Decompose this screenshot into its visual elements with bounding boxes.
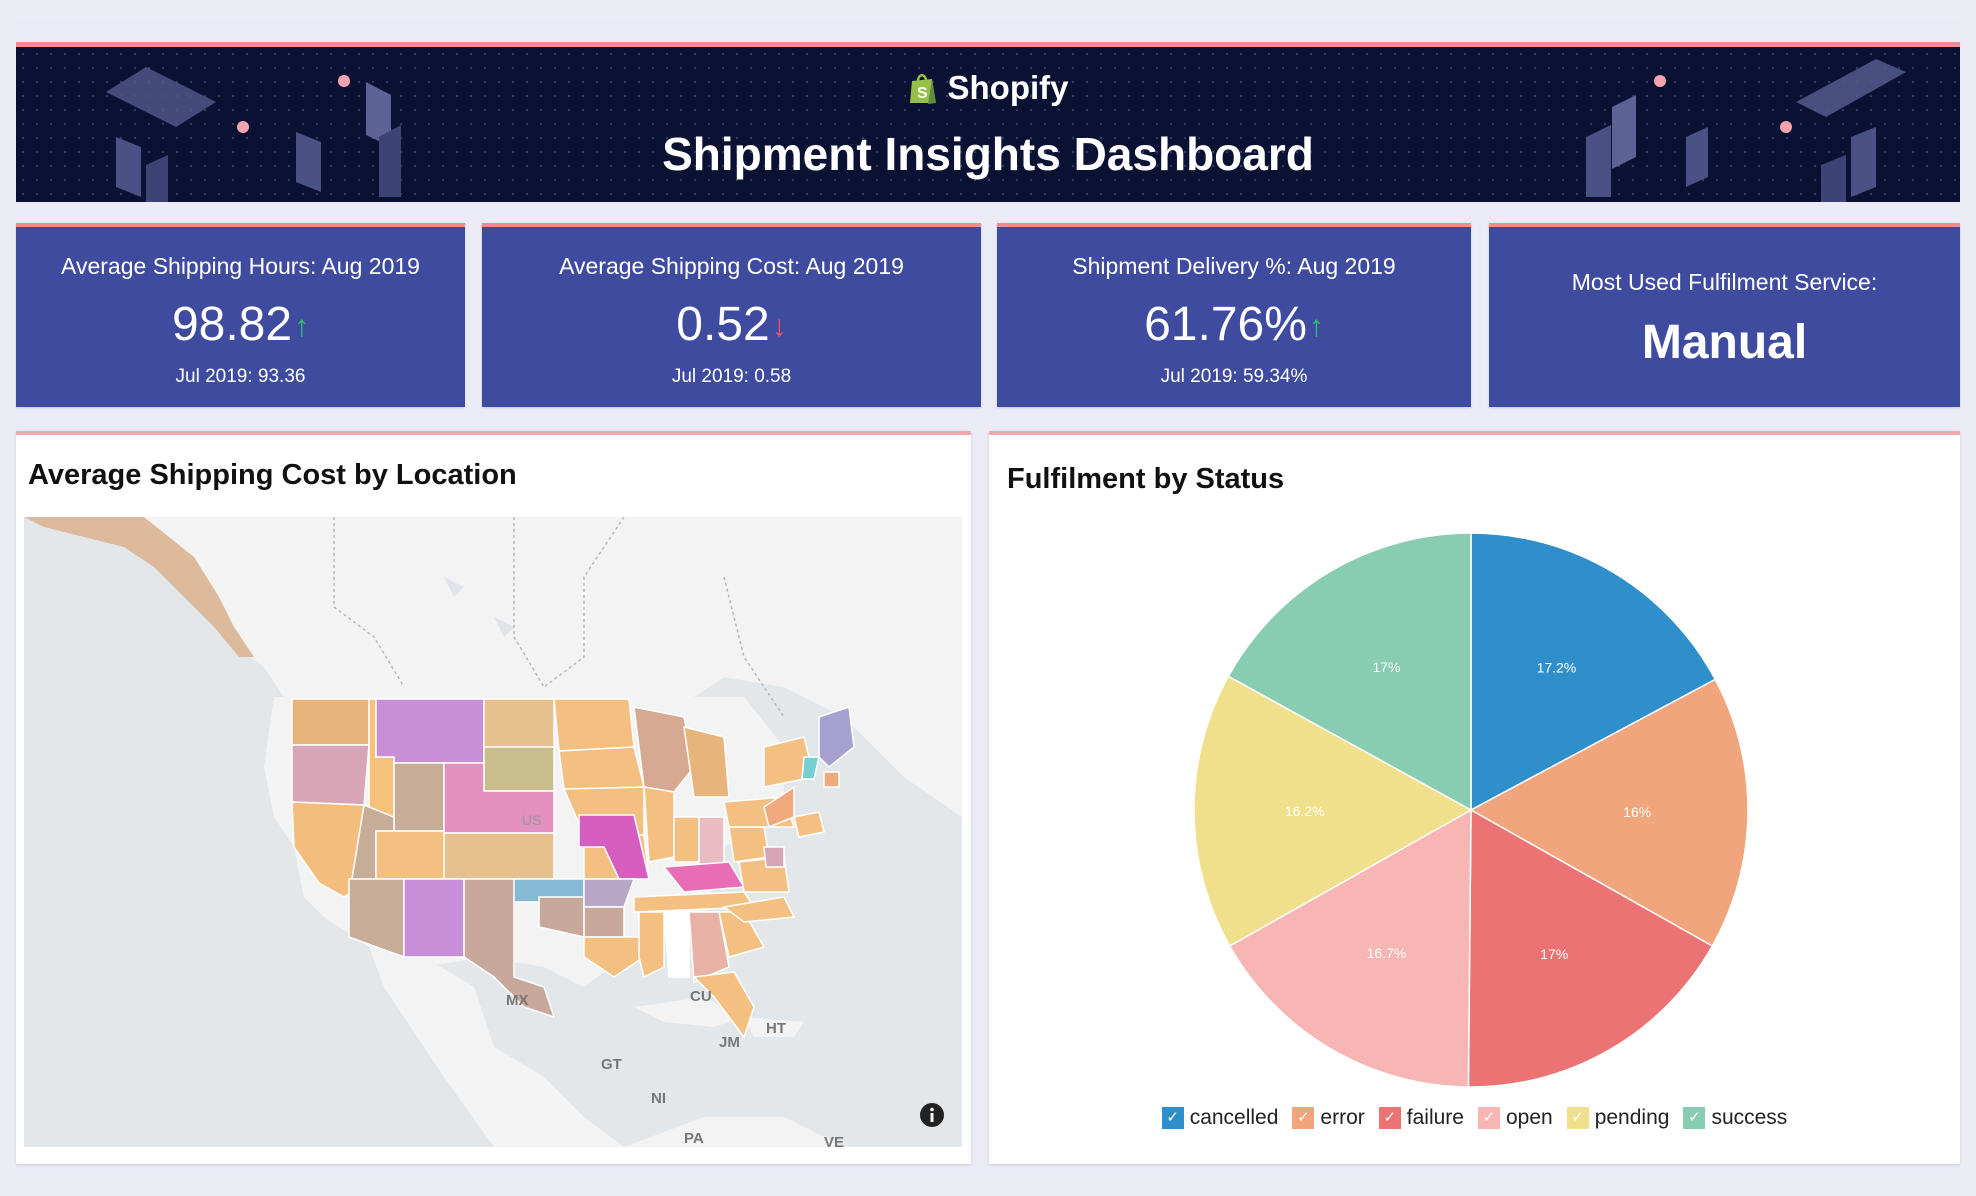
pie-panel: Fulfilment by Status 17.2% 16% 17% 16.7% 16.… [989,431,1960,1164]
kpi-label: Average Shipping Hours: Aug 2019 [61,253,420,279]
kpi-value-line: 98.82↑ [16,297,465,352]
kpi-previous: Jul 2019: 59.34% [1160,366,1308,387]
dashboard-header: S Shopify Shipment Insights Dashboard [16,42,1960,202]
pie-slice-label: 16% [1623,804,1651,820]
legend-item-cancelled[interactable]: ✓ cancelled [1161,1106,1279,1130]
map-label-cu: CU [690,988,712,1005]
trend-up-icon: ↑ [1308,310,1324,344]
legend-item-pending[interactable]: ✓ pending [1566,1106,1670,1130]
legend-item-success[interactable]: ✓ success [1683,1106,1787,1130]
pie-slice-success[interactable] [1227,532,1472,812]
panel-title: Average Shipping Cost by Location [28,459,517,491]
trend-down-icon: ↓ [771,310,787,344]
trend-up-icon: ↑ [294,310,310,344]
legend-item-open[interactable]: ✓ open [1477,1106,1553,1130]
kpi-value: 0.52 [676,298,770,351]
checkbox-icon: ✓ [1292,1107,1315,1129]
map-label-ht: HT [766,1020,786,1037]
checkbox-icon: ✓ [1161,1107,1184,1129]
pie-slice-label: 16.7% [1367,945,1407,961]
map-label-mx: MX [506,992,529,1009]
pie-slice-label: 17% [1540,946,1568,962]
map-label-jm: JM [719,1034,740,1051]
left-decoration [106,67,401,202]
kpi-card-shipping-cost: Average Shipping Cost: Aug 2019 0.52↓ Ju… [482,223,981,407]
kpi-previous: Jul 2019: 0.58 [671,366,792,387]
shopify-bag-icon: S [909,74,936,104]
map-canvas: US MX CU JM HT GT NI PA VE [24,517,962,1147]
pie-slice-label: 17.2% [1537,659,1577,675]
brand-name: Shopify [947,69,1069,106]
legend-label: error [1320,1106,1365,1129]
pie-slice-failure[interactable] [1467,808,1714,1088]
chart-legend: ✓ cancelled ✓ error ✓ failure ✓ open ✓ pending ✓ su… [989,1106,1960,1130]
kpi-value-line: 0.52↓ [482,297,981,352]
kpi-value: Manual [1641,316,1808,369]
pie-slice-pending[interactable] [1193,675,1473,948]
legend-item-error[interactable]: ✓ error [1292,1106,1365,1130]
panel-title: Fulfilment by Status [1007,463,1285,495]
right-decoration [1586,59,1906,202]
checkbox-icon: ✓ [1378,1107,1401,1129]
legend-label: cancelled [1189,1106,1279,1129]
checkbox-icon: ✓ [1683,1107,1706,1129]
pie-slice-label: 17% [1372,659,1400,675]
kpi-label: Most Used Fulfilment Service: [1571,269,1878,295]
kpi-value-line: 61.76%↑ [997,297,1471,352]
kpi-label: Average Shipping Cost: Aug 2019 [559,253,904,279]
legend-item-failure[interactable]: ✓ failure [1378,1106,1464,1130]
pie-slice-error[interactable] [1469,678,1749,948]
map-label-pa: PA [684,1130,704,1147]
pie-slice-label: 16.2% [1285,803,1325,819]
checkbox-icon: ✓ [1566,1107,1589,1129]
pie-slice-cancelled[interactable] [1470,532,1717,812]
kpi-label: Shipment Delivery %: Aug 2019 [1072,253,1396,279]
legend-label: failure [1406,1106,1464,1129]
map-label-gt: GT [601,1056,622,1073]
map-panel: Average Shipping Cost by Location [16,431,971,1164]
kpi-card-delivery-percent: Shipment Delivery %: Aug 2019 61.76%↑ Ju… [997,223,1471,407]
svg-text:S: S [917,85,928,102]
legend-label: pending [1594,1106,1670,1129]
map-label-us: US [522,812,541,828]
pie-chart[interactable]: 17.2% 16% 17% 16.7% 16.2% 17% [989,435,1960,1095]
pie-slice-open[interactable] [1228,808,1472,1088]
kpi-card-fulfilment-service: Most Used Fulfilment Service: Manual [1489,223,1960,407]
checkbox-icon: ✓ [1477,1107,1500,1129]
shopify-brand: S Shopify [16,69,1960,107]
kpi-value: 98.82 [171,298,293,351]
choropleth-map[interactable]: US MX CU JM HT GT NI PA VE [24,517,962,1147]
map-label-ni: NI [651,1090,666,1107]
info-icon[interactable] [919,1102,945,1128]
kpi-value: 61.76% [1144,298,1307,351]
map-label-ve: VE [824,1134,844,1147]
kpi-card-shipping-hours: Average Shipping Hours: Aug 2019 98.82↑ … [16,223,465,407]
legend-label: open [1505,1106,1553,1129]
kpi-previous: Jul 2019: 93.36 [175,366,306,387]
legend-label: success [1711,1106,1788,1129]
page-title: Shipment Insights Dashboard [662,128,1314,180]
